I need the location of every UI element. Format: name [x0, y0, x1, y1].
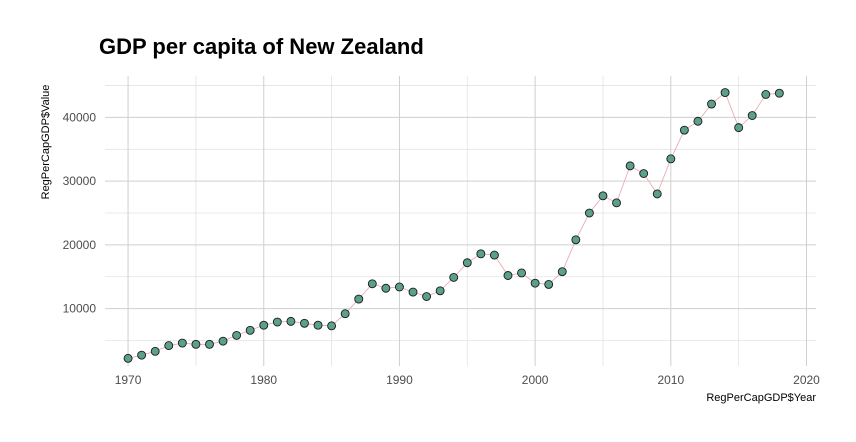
data-point — [435, 286, 445, 296]
data-point — [123, 353, 133, 363]
data-point — [652, 189, 662, 199]
data-point — [422, 292, 432, 301]
data-point — [381, 283, 391, 293]
data-point — [205, 339, 214, 349]
minor-gridlines — [105, 76, 816, 366]
data-point — [625, 161, 635, 171]
data-point — [354, 294, 364, 304]
data-point — [408, 287, 418, 297]
data-point — [747, 111, 757, 120]
x-tick-label: 1980 — [250, 373, 277, 387]
data-point — [232, 330, 242, 340]
y-tick-label: 40000 — [63, 110, 97, 124]
data-point — [707, 99, 716, 109]
data-point — [191, 339, 201, 349]
y-tick-label: 10000 — [63, 302, 97, 316]
y-tick-label: 30000 — [63, 174, 97, 188]
data-point — [761, 90, 771, 99]
data-point — [245, 325, 255, 335]
data-point — [150, 346, 160, 356]
data-point — [734, 123, 744, 133]
data-point — [218, 336, 228, 346]
y-tick-label: 20000 — [63, 238, 97, 252]
data-point — [612, 198, 621, 208]
major-gridlines — [105, 76, 816, 366]
x-tick-label: 1990 — [386, 373, 413, 387]
x-tick-label: 2010 — [657, 373, 684, 387]
data-point — [530, 278, 540, 288]
data-point — [286, 316, 296, 326]
data-point — [313, 320, 323, 330]
data-point — [679, 125, 689, 135]
data-point — [503, 271, 513, 280]
data-point — [164, 341, 174, 351]
data-point — [340, 309, 350, 319]
x-tick-label: 2020 — [793, 373, 820, 387]
x-axis-tick-labels: 1970 1980 1990 2000 2010 2020 — [115, 373, 820, 387]
data-point — [489, 250, 499, 260]
x-axis-title: RegPerCapGDP$Year — [706, 392, 816, 404]
data-point — [327, 321, 337, 331]
data-point — [394, 282, 404, 292]
data-point — [259, 320, 269, 330]
data-point — [272, 317, 282, 327]
y-axis-title: RegPerCapGDP$Value — [40, 85, 52, 200]
data-point — [666, 154, 676, 164]
chart-title: GDP per capita of New Zealand — [99, 34, 424, 59]
data-point — [367, 279, 377, 289]
data-points — [123, 88, 784, 363]
data-point — [774, 88, 784, 98]
data-point — [544, 279, 554, 289]
data-point — [639, 169, 649, 178]
data-point — [137, 350, 147, 360]
data-point — [693, 116, 703, 126]
data-point — [557, 267, 567, 277]
data-point — [476, 249, 486, 259]
data-point — [462, 258, 472, 268]
data-point — [584, 208, 594, 218]
data-point — [517, 268, 527, 278]
x-tick-label: 1970 — [115, 373, 142, 387]
y-axis-tick-labels: 10000 20000 30000 40000 — [63, 110, 97, 315]
data-point — [177, 338, 187, 348]
data-point — [720, 88, 730, 98]
x-tick-label: 2000 — [522, 373, 549, 387]
data-point — [571, 235, 581, 245]
data-point — [598, 191, 608, 201]
data-point — [449, 272, 459, 282]
data-point — [300, 318, 309, 328]
